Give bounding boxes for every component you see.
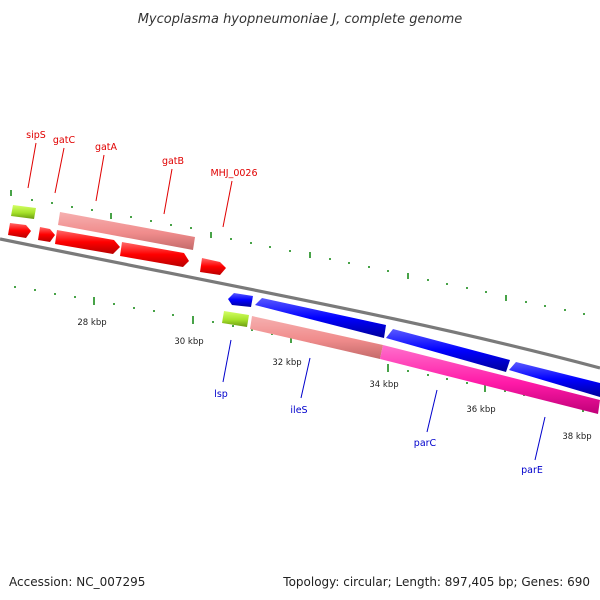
gene-label-gatC: gatC xyxy=(53,135,76,146)
cog-track-lower xyxy=(222,311,600,414)
gene-label-ileS: ileS xyxy=(290,405,307,416)
label-leader xyxy=(426,389,438,433)
gene-label-sipS: sipS xyxy=(26,130,46,141)
cog-track-upper xyxy=(11,205,195,250)
tick-marks-lower xyxy=(14,286,584,412)
cds-track-lower xyxy=(228,293,600,397)
kbp-label: 38 kbp xyxy=(562,432,591,442)
label-leader xyxy=(163,168,173,215)
kbp-label: 32 kbp xyxy=(272,358,301,368)
kbp-label: 28 kbp xyxy=(77,318,106,328)
cog-bar-gatA-gatB[interactable] xyxy=(58,212,195,250)
gene-MHJ_0026[interactable] xyxy=(200,258,226,275)
label-leader xyxy=(222,180,233,228)
label-leader xyxy=(534,416,546,461)
cds-track-upper xyxy=(8,223,226,275)
label-leader xyxy=(95,154,105,202)
gene-ileS[interactable] xyxy=(255,298,386,338)
label-leader xyxy=(222,339,232,383)
rna-feature[interactable] xyxy=(222,311,249,327)
accession-text: Accession: NC_007295 xyxy=(9,575,145,589)
map-title: Mycoplasma hyopneumoniae J, complete gen… xyxy=(138,12,463,27)
kbp-label: 34 kbp xyxy=(369,380,398,390)
gene-label-MHJ_0026: MHJ_0026 xyxy=(210,168,257,179)
label-leader xyxy=(300,357,311,399)
gene-parE[interactable] xyxy=(509,362,600,397)
genome-backbone xyxy=(0,237,600,370)
gene-label-parE: parE xyxy=(521,465,543,476)
gene-gatC[interactable] xyxy=(38,227,55,242)
kbp-labels: 28 kbp 30 kbp 32 kbp 34 kbp 36 kbp 38 kb… xyxy=(77,318,591,442)
cog-bar-parC-parE[interactable] xyxy=(380,345,600,414)
rna-feature[interactable] xyxy=(11,205,36,219)
kbp-label: 36 kbp xyxy=(466,405,495,415)
topology-text: Topology: circular; Length: 897,405 bp; … xyxy=(282,575,590,589)
tick-marks-upper xyxy=(10,190,585,315)
gene-lsp[interactable] xyxy=(228,293,253,307)
label-leader xyxy=(27,142,37,189)
gene-parC[interactable] xyxy=(386,329,510,372)
gene-label-gatA: gatA xyxy=(95,142,118,153)
labels-reverse: lsp ileS parC parE xyxy=(214,339,546,476)
gene-sipS[interactable] xyxy=(8,223,31,238)
gene-gatB[interactable] xyxy=(120,242,189,267)
label-leader xyxy=(54,147,65,194)
gene-label-lsp: lsp xyxy=(214,389,228,400)
gene-label-parC: parC xyxy=(414,438,437,449)
gene-label-gatB: gatB xyxy=(162,156,184,167)
cog-bar-lsp-ileS[interactable] xyxy=(250,316,383,359)
gene-gatA[interactable] xyxy=(55,230,120,254)
labels-forward: sipS gatC gatA gatB MHJ_0026 xyxy=(26,130,258,228)
kbp-label: 30 kbp xyxy=(174,337,203,347)
